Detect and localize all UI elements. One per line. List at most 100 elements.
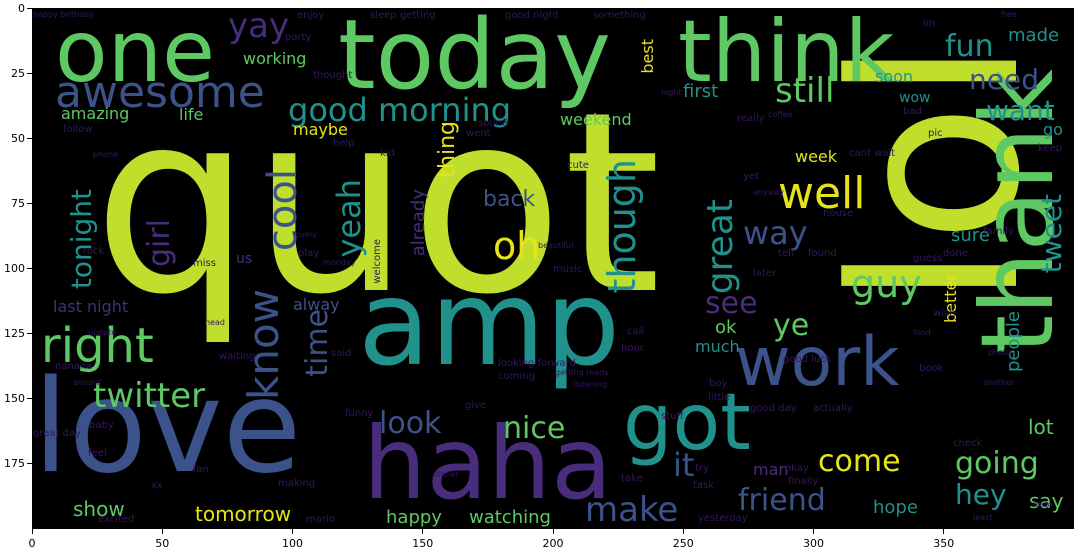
word-stuff: stuff <box>661 411 684 422</box>
word-show: show <box>73 497 125 521</box>
y-tick-label: 150 <box>4 392 25 406</box>
x-tick-label: 200 <box>542 537 564 550</box>
x-tick-mark <box>292 529 293 534</box>
word-it: it <box>673 446 695 484</box>
word-book: book <box>919 363 944 374</box>
word-coffee: coffee <box>768 110 793 119</box>
x-tick-label: 0 <box>28 537 36 550</box>
word-excited: excited <box>98 514 135 525</box>
word-yeah: yeah <box>330 179 368 258</box>
word-hey: hey <box>955 478 1007 511</box>
word-free: free <box>1001 10 1017 19</box>
y-tick-mark <box>27 7 32 9</box>
word-miss: miss <box>193 258 216 269</box>
y-tick-label: 50 <box>11 131 25 145</box>
word-monday: monday <box>323 258 356 267</box>
word-girl: girl <box>142 219 177 268</box>
word-cant-wait: cant wait <box>849 148 896 159</box>
word-music: music <box>553 264 583 275</box>
word-fan: fan <box>193 464 209 475</box>
word-look: look <box>379 406 442 441</box>
word-said: said <box>331 348 352 359</box>
word-making: making <box>278 478 316 489</box>
word-alway: alway <box>293 295 340 314</box>
word-nice: nice <box>503 411 566 446</box>
word-working: working <box>243 49 307 68</box>
word-tell: tell <box>778 248 794 259</box>
word-beautiful: beautiful <box>538 241 574 250</box>
x-tick-label: 350 <box>933 537 955 550</box>
word-yesterday: yesterday <box>698 513 748 524</box>
word-yet: yet <box>743 171 759 182</box>
y-tick-mark <box>27 137 32 139</box>
word-tonight: tonight <box>65 189 98 290</box>
word-play: play <box>298 248 320 259</box>
word-fun: fun <box>945 29 994 64</box>
word-maybe: maybe <box>293 120 348 139</box>
word-tweet: tweet <box>1035 194 1068 274</box>
word-enjoy: enjoy <box>297 10 325 21</box>
word-man: man <box>753 460 789 479</box>
x-tick-mark <box>943 529 945 534</box>
y-tick-mark <box>27 333 32 335</box>
word-sound: sound <box>478 118 509 129</box>
word-head: head <box>205 318 225 327</box>
word-soon: soon <box>875 67 914 86</box>
word-really: really <box>737 113 765 124</box>
word-well: well <box>778 168 866 219</box>
word-go: go <box>1043 120 1063 139</box>
word-great: great <box>700 199 741 295</box>
word-update: update <box>88 328 117 337</box>
word-last-night: last night <box>53 297 129 316</box>
word-guess: guess <box>913 253 943 264</box>
word-rock: rock <box>83 246 105 257</box>
y-tick-label: 100 <box>4 262 25 275</box>
word-quot: quot <box>93 58 662 349</box>
word-feel: feel <box>88 448 107 459</box>
word-xx: xx <box>151 480 163 491</box>
word-bad: bad <box>903 106 922 117</box>
y-tick-label: 125 <box>4 327 25 341</box>
word-see: see <box>705 286 758 321</box>
word-phone: phone <box>93 150 119 159</box>
y-tick-mark <box>27 268 32 269</box>
word-love: love <box>33 353 302 502</box>
word-us: us <box>236 251 253 267</box>
y-tick-label: 25 <box>11 66 25 80</box>
x-tick-mark <box>422 529 424 534</box>
word-pic: pic <box>928 128 943 139</box>
word-wish: wish <box>933 308 956 319</box>
y-tick-label: 175 <box>4 457 25 471</box>
word-task: task <box>693 480 715 491</box>
word-sure: sure <box>951 225 990 246</box>
word-check: check <box>953 438 983 449</box>
word-later: later <box>753 268 777 279</box>
word-done: done <box>943 248 968 259</box>
x-tick-label: 100 <box>282 537 303 550</box>
word-work: work <box>735 323 900 402</box>
word-already: already <box>408 189 429 257</box>
y-tick-label: 0 <box>18 1 25 15</box>
word-way: way <box>743 214 808 252</box>
x-tick-label: 150 <box>412 537 434 550</box>
word-oh: oh <box>493 224 541 268</box>
word-party: party <box>285 32 312 43</box>
word-thing: thing <box>435 121 460 178</box>
word-today: today <box>338 8 611 111</box>
word-lovely: lovely <box>293 230 317 239</box>
word-nanana: nanana <box>55 361 93 372</box>
word-need: need <box>969 63 1039 96</box>
word-coming: coming <box>498 371 535 382</box>
word-went: went <box>466 128 491 139</box>
x-tick-mark <box>813 529 814 534</box>
word-got: got <box>623 378 751 468</box>
x-tick-mark <box>552 529 554 534</box>
y-tick-label: 75 <box>11 196 25 210</box>
word-im: im <box>923 18 936 29</box>
word-life: life <box>179 105 204 124</box>
x-tick-label: 300 <box>803 537 824 550</box>
y-tick-mark <box>27 398 32 400</box>
word-thought: thought <box>313 70 353 81</box>
y-tick-mark <box>27 72 32 74</box>
word-one: one <box>55 8 216 102</box>
